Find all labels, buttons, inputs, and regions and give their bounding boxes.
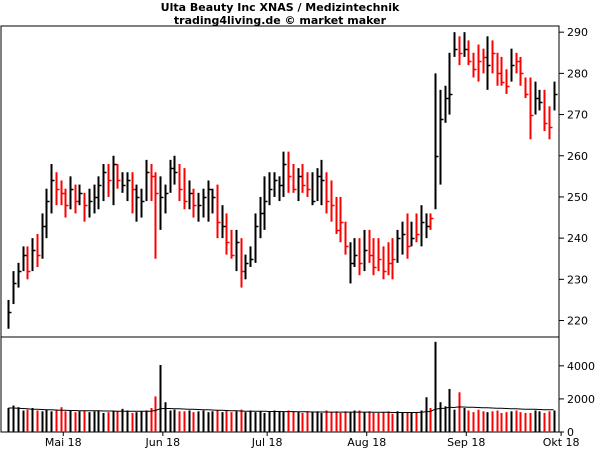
price-y-tick-label: 290 <box>567 26 588 39</box>
x-axis: Mai 18 Jun 18 Jul 18 Aug 18 Sep 18 Okt 18 <box>45 432 580 449</box>
price-y-tick-label: 230 <box>567 273 588 286</box>
price-y-tick-label: 280 <box>567 67 588 80</box>
price-y-tick-label: 240 <box>567 232 588 245</box>
price-panel: 220 230 240 250 260 270 280 290 <box>0 25 588 338</box>
x-axis-tick-label: Okt 18 <box>543 436 580 449</box>
x-axis-tick-label: Mai 18 <box>45 436 82 449</box>
chart-title: Ulta Beauty Inc XNAS / Medizintechnik <box>160 1 400 14</box>
x-axis-tick-label: Aug 18 <box>347 436 386 449</box>
chart-subtitle: trading4living.de © market maker <box>173 14 387 27</box>
price-y-tick-label: 250 <box>567 191 588 204</box>
x-axis-tick-label: Sep 18 <box>447 436 485 449</box>
price-y-tick-label: 270 <box>567 109 588 122</box>
volume-y-tick-label: 0 <box>567 426 574 439</box>
price-y-tick-label: 260 <box>567 150 588 163</box>
price-y-tick-label: 220 <box>567 315 588 328</box>
volume-y-tick-label: 4000 <box>567 360 595 373</box>
volume-panel: 0 2000 4000 <box>0 336 595 439</box>
volume-y-tick-label: 2000 <box>567 393 595 406</box>
volume-average-line <box>8 406 554 413</box>
x-axis-tick-label: Jul 18 <box>251 436 283 449</box>
x-axis-tick-label: Jun 18 <box>144 436 180 449</box>
